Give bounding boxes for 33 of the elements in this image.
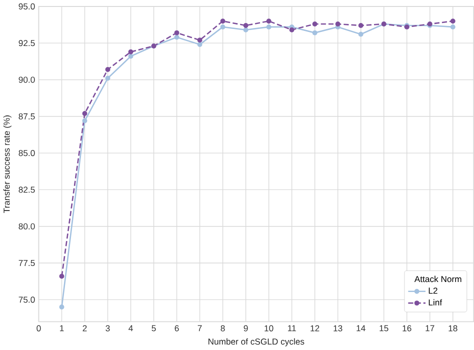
x-tick-label: 12 [310, 325, 320, 332]
y-tick-label: 92.5 [18, 40, 35, 46]
x-tick-label: 18 [448, 325, 458, 332]
y-tick-label: 90.0 [18, 76, 35, 83]
x-tick-label: 15 [380, 325, 388, 332]
y-tick-label: 85.0 [18, 150, 35, 156]
x-tick-label: 14 [356, 325, 366, 332]
x-tick-label: 11 [288, 325, 296, 332]
x-tick-label: 17 [426, 325, 434, 332]
x-axis-title: Number of cSGLD cycles [208, 338, 304, 346]
y-tick-label: 80.0 [18, 223, 35, 230]
x-tick-label: 13 [334, 325, 342, 332]
y-axis-title: Transfer success rate (%) [3, 116, 12, 214]
x-tick-label: 10 [264, 325, 274, 332]
x-tick-label: 6 [174, 325, 179, 332]
y-tick-label: 82.5 [18, 186, 35, 193]
x-tick-label: 9 [244, 325, 248, 332]
x-tick-label: 4 [128, 325, 133, 332]
y-tick-label: 75.0 [18, 296, 35, 303]
legend-label: Linf [428, 299, 442, 306]
x-tick-label: 8 [220, 325, 225, 332]
legend-title: Attack Norm [414, 276, 462, 282]
x-tick-label: 7 [198, 325, 202, 332]
legend-label: L2 [428, 288, 438, 294]
x-tick-label: 0 [36, 325, 41, 332]
y-tick-label: 95.0 [18, 4, 35, 10]
y-tick-label: 77.5 [18, 260, 35, 266]
x-tick-label: 16 [402, 325, 412, 332]
x-tick-label: 2 [82, 325, 87, 332]
x-tick-label: 1 [60, 325, 64, 332]
y-tick-label: 87.5 [18, 113, 35, 120]
x-tick-label: 3 [106, 325, 110, 332]
x-tick-label: 5 [152, 325, 156, 332]
